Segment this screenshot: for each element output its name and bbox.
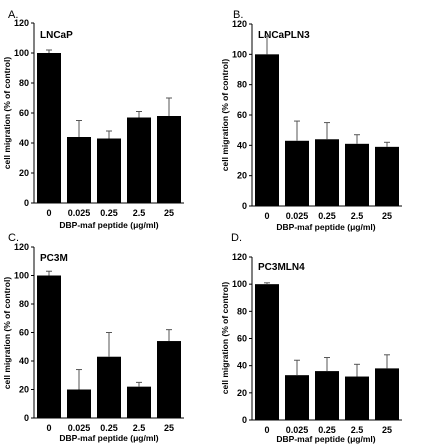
x-tick-label: 25 [382, 211, 392, 221]
bar [255, 284, 279, 420]
y-tick-label: 40 [237, 140, 247, 150]
y-tick-label: 20 [237, 171, 247, 181]
panel-letter: A. [8, 9, 18, 21]
x-tick-label: 0 [46, 208, 51, 218]
x-tick-label: 2.5 [351, 425, 364, 435]
x-axis-title: DBP-maf peptide (μg/ml) [59, 220, 158, 230]
x-axis-title: DBP-maf peptide (μg/ml) [276, 434, 375, 444]
cell-line-title: PC3M [40, 253, 68, 264]
y-tick-label: 80 [19, 78, 29, 88]
y-tick-label: 40 [237, 361, 247, 371]
bar [255, 54, 279, 207]
panel-4: D. PC3MLN4 0 20 40 60 80 100 120 0 0.025 0.25 2.5 25 D… [220, 232, 402, 444]
y-tick-label: 120 [14, 18, 29, 28]
bar [315, 139, 339, 206]
bar [157, 341, 181, 418]
x-tick-label: 0 [264, 211, 269, 221]
y-tick-label: 100 [232, 49, 247, 59]
x-tick-label: 25 [382, 425, 392, 435]
y-tick-label: 120 [232, 252, 247, 262]
y-tick-label: 0 [24, 413, 29, 423]
y-tick-label: 120 [14, 242, 29, 252]
x-tick-label: 25 [164, 423, 174, 433]
y-tick-label: 80 [19, 299, 29, 309]
bar [315, 371, 339, 420]
y-tick-label: 0 [24, 198, 29, 208]
bar [345, 143, 369, 206]
bar [375, 146, 399, 206]
y-axis-title: cell migration (% of control) [2, 57, 12, 170]
y-tick-label: 40 [19, 356, 29, 366]
y-tick-label: 20 [19, 385, 29, 395]
x-tick-label: 0.025 [68, 423, 91, 433]
y-tick-label: 0 [242, 201, 247, 211]
x-tick-label: 0 [46, 423, 51, 433]
bar [345, 376, 369, 420]
y-axis-title: cell migration (% of control) [2, 277, 12, 390]
y-tick-label: 100 [14, 271, 29, 281]
y-tick-label: 20 [237, 388, 247, 398]
y-tick-label: 80 [237, 306, 247, 316]
cell-line-title: LNCaP [40, 30, 73, 41]
bar [37, 53, 61, 203]
y-tick-label: 80 [237, 80, 247, 90]
y-tick-label: 60 [19, 328, 29, 338]
y-tick-label: 60 [237, 334, 247, 344]
x-tick-label: 2.5 [133, 208, 146, 218]
x-tick-label: 25 [164, 208, 174, 218]
cell-line-title: LNCaPLN3 [258, 30, 310, 41]
x-tick-label: 2.5 [133, 423, 146, 433]
bar [67, 389, 91, 418]
y-axis-title: cell migration (% of control) [220, 282, 230, 395]
panel-letter: D. [231, 232, 242, 244]
panel-1: A. LNCaP 0 20 40 60 80 100 120 0 0.025 0.25 2.5 25 DBP… [2, 9, 184, 230]
panel-2: B. LNCaPLN3 0 20 40 60 80 100 120 0 0.025 0.25 2.5 25… [220, 9, 402, 232]
y-tick-label: 100 [14, 48, 29, 58]
y-tick-label: 20 [19, 168, 29, 178]
bar [97, 138, 121, 203]
bar [157, 116, 181, 203]
y-tick-label: 0 [242, 415, 247, 425]
bar [127, 117, 151, 203]
x-tick-label: 0 [264, 425, 269, 435]
x-tick-label: 0.025 [68, 208, 91, 218]
bar [375, 368, 399, 420]
x-axis-title: DBP-maf peptide (μg/ml) [59, 433, 158, 443]
y-axis-title: cell migration (% of control) [220, 59, 230, 172]
x-tick-label: 0.25 [318, 425, 336, 435]
x-tick-label: 2.5 [351, 211, 364, 221]
bar [67, 137, 91, 203]
x-tick-label: 0.25 [100, 208, 118, 218]
panel-letter: C. [8, 232, 19, 244]
cell-line-title: PC3MLN4 [258, 262, 305, 273]
panel-3: C. PC3M 0 20 40 60 80 100 120 0 0.025 0.25 2.5 25 DBP-… [2, 232, 184, 443]
x-tick-label: 0.025 [286, 211, 309, 221]
bar [285, 375, 309, 420]
bar [37, 275, 61, 418]
bar [127, 386, 151, 418]
x-tick-label: 0.25 [100, 423, 118, 433]
x-tick-label: 0.25 [318, 211, 336, 221]
y-tick-label: 60 [237, 110, 247, 120]
bar [97, 356, 121, 418]
y-tick-label: 100 [232, 279, 247, 289]
y-tick-label: 40 [19, 138, 29, 148]
y-tick-label: 120 [232, 19, 247, 29]
panel-letter: B. [233, 9, 243, 21]
y-tick-label: 60 [19, 108, 29, 118]
x-tick-label: 0.025 [286, 425, 309, 435]
bar [285, 140, 309, 206]
x-axis-title: DBP-maf peptide (μg/ml) [276, 222, 375, 232]
